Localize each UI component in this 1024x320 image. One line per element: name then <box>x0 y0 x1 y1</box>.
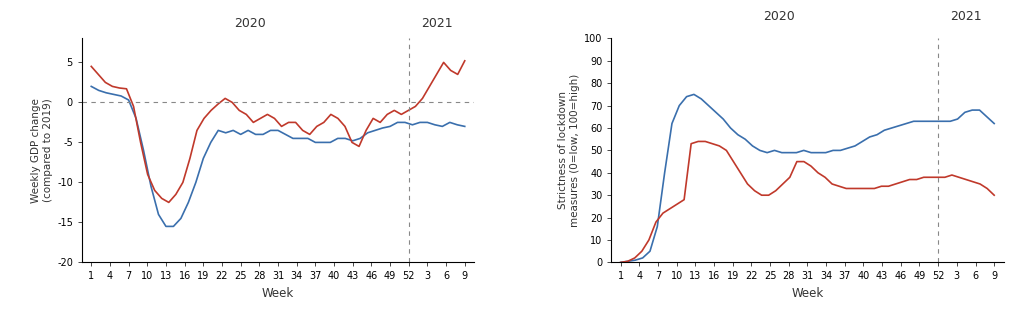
X-axis label: Week: Week <box>262 287 294 300</box>
Y-axis label: Strictness of lockdown
measures (0=low, 100=high): Strictness of lockdown measures (0=low, … <box>558 74 580 227</box>
Text: 2020: 2020 <box>764 10 796 23</box>
Text: 2021: 2021 <box>950 10 982 23</box>
Text: 2020: 2020 <box>234 17 266 30</box>
X-axis label: Week: Week <box>792 287 823 300</box>
Y-axis label: Weekly GDP change
(compared to 2019): Weekly GDP change (compared to 2019) <box>32 98 53 203</box>
Text: 2021: 2021 <box>421 17 453 30</box>
